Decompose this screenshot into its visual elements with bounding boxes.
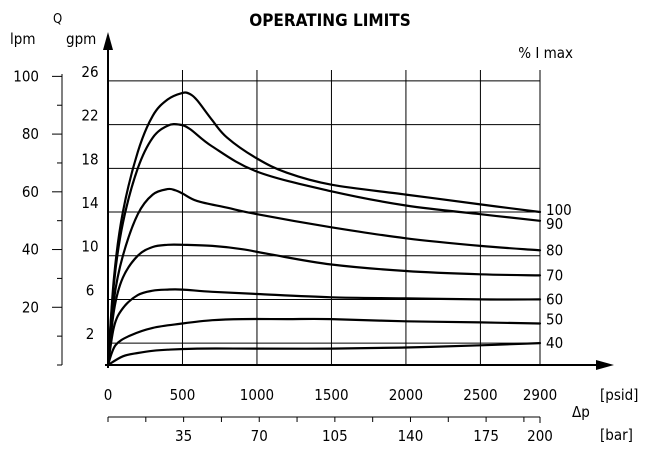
- y-tick-label-gpm: 22: [81, 107, 98, 125]
- x-tick-label-bar: 175: [473, 427, 499, 445]
- y-tick-label-gpm: 18: [81, 150, 98, 168]
- x-tick-label-bar: 140: [398, 427, 424, 445]
- x-tick-label-bar: 200: [527, 427, 553, 445]
- y-tick-label-lpm: 20: [22, 298, 39, 316]
- y-tick-label-gpm: 26: [81, 63, 98, 81]
- x-tick-label-bar: 35: [175, 427, 192, 445]
- x-tick-label-bar: 70: [251, 427, 268, 445]
- chart-title: OPERATING LIMITS: [249, 11, 411, 31]
- series-label-90: 90: [546, 215, 563, 233]
- series-label-60: 60: [546, 290, 563, 308]
- y-tick-label-lpm: 60: [22, 183, 39, 201]
- x-tick-label-psid: 2000: [389, 386, 423, 404]
- series-label-40: 40: [546, 334, 563, 352]
- series-curve-70: [106, 243, 542, 367]
- x-axis-arrow-icon: [596, 360, 614, 370]
- x-tick-label-psid: 2900: [523, 386, 557, 404]
- series-curve-60: [106, 288, 542, 367]
- y-tick-label-gpm: 10: [81, 238, 98, 256]
- series-label-70: 70: [546, 266, 563, 284]
- series-curves: [106, 91, 542, 367]
- y-axis-symbol: Q: [53, 12, 62, 27]
- series-curve-80: [106, 187, 542, 367]
- x-tick-label-bar: 105: [322, 427, 348, 445]
- y-tick-label-gpm: 14: [81, 194, 98, 212]
- y-tick-label-lpm: 100: [13, 67, 39, 85]
- series-curve-50: [106, 317, 542, 367]
- x-tick-label-psid: 1000: [240, 386, 274, 404]
- y-tick-label-gpm: 2: [86, 325, 95, 343]
- y-axis-arrow-icon: [103, 32, 113, 50]
- y-axis-gpm-label: gpm: [66, 30, 96, 48]
- series-label-100: 100: [546, 201, 572, 219]
- series-label-50: 50: [546, 310, 563, 328]
- series-label-80: 80: [546, 241, 563, 259]
- y-tick-label-lpm: 40: [22, 241, 39, 259]
- x-unit-psid: [psid]: [600, 386, 638, 404]
- y-tick-label-gpm: 6: [86, 281, 95, 299]
- x-tick-label-psid: 0: [104, 386, 113, 404]
- series-legend-title: % I max: [518, 44, 573, 62]
- x-tick-label-psid: 2500: [463, 386, 497, 404]
- axes: [52, 32, 614, 423]
- series-curve-90: [106, 123, 542, 367]
- series-curve-40: [106, 342, 542, 367]
- x-axis-symbol: Δp: [572, 403, 590, 421]
- grid: [108, 70, 541, 365]
- x-unit-bar: [bar]: [600, 426, 633, 444]
- series-curve-100: [106, 91, 542, 367]
- y-axis-lpm-label: lpm: [10, 30, 35, 48]
- x-tick-label-psid: 1500: [314, 386, 348, 404]
- y-tick-label-lpm: 80: [22, 125, 39, 143]
- x-tick-label-psid: 500: [170, 386, 196, 404]
